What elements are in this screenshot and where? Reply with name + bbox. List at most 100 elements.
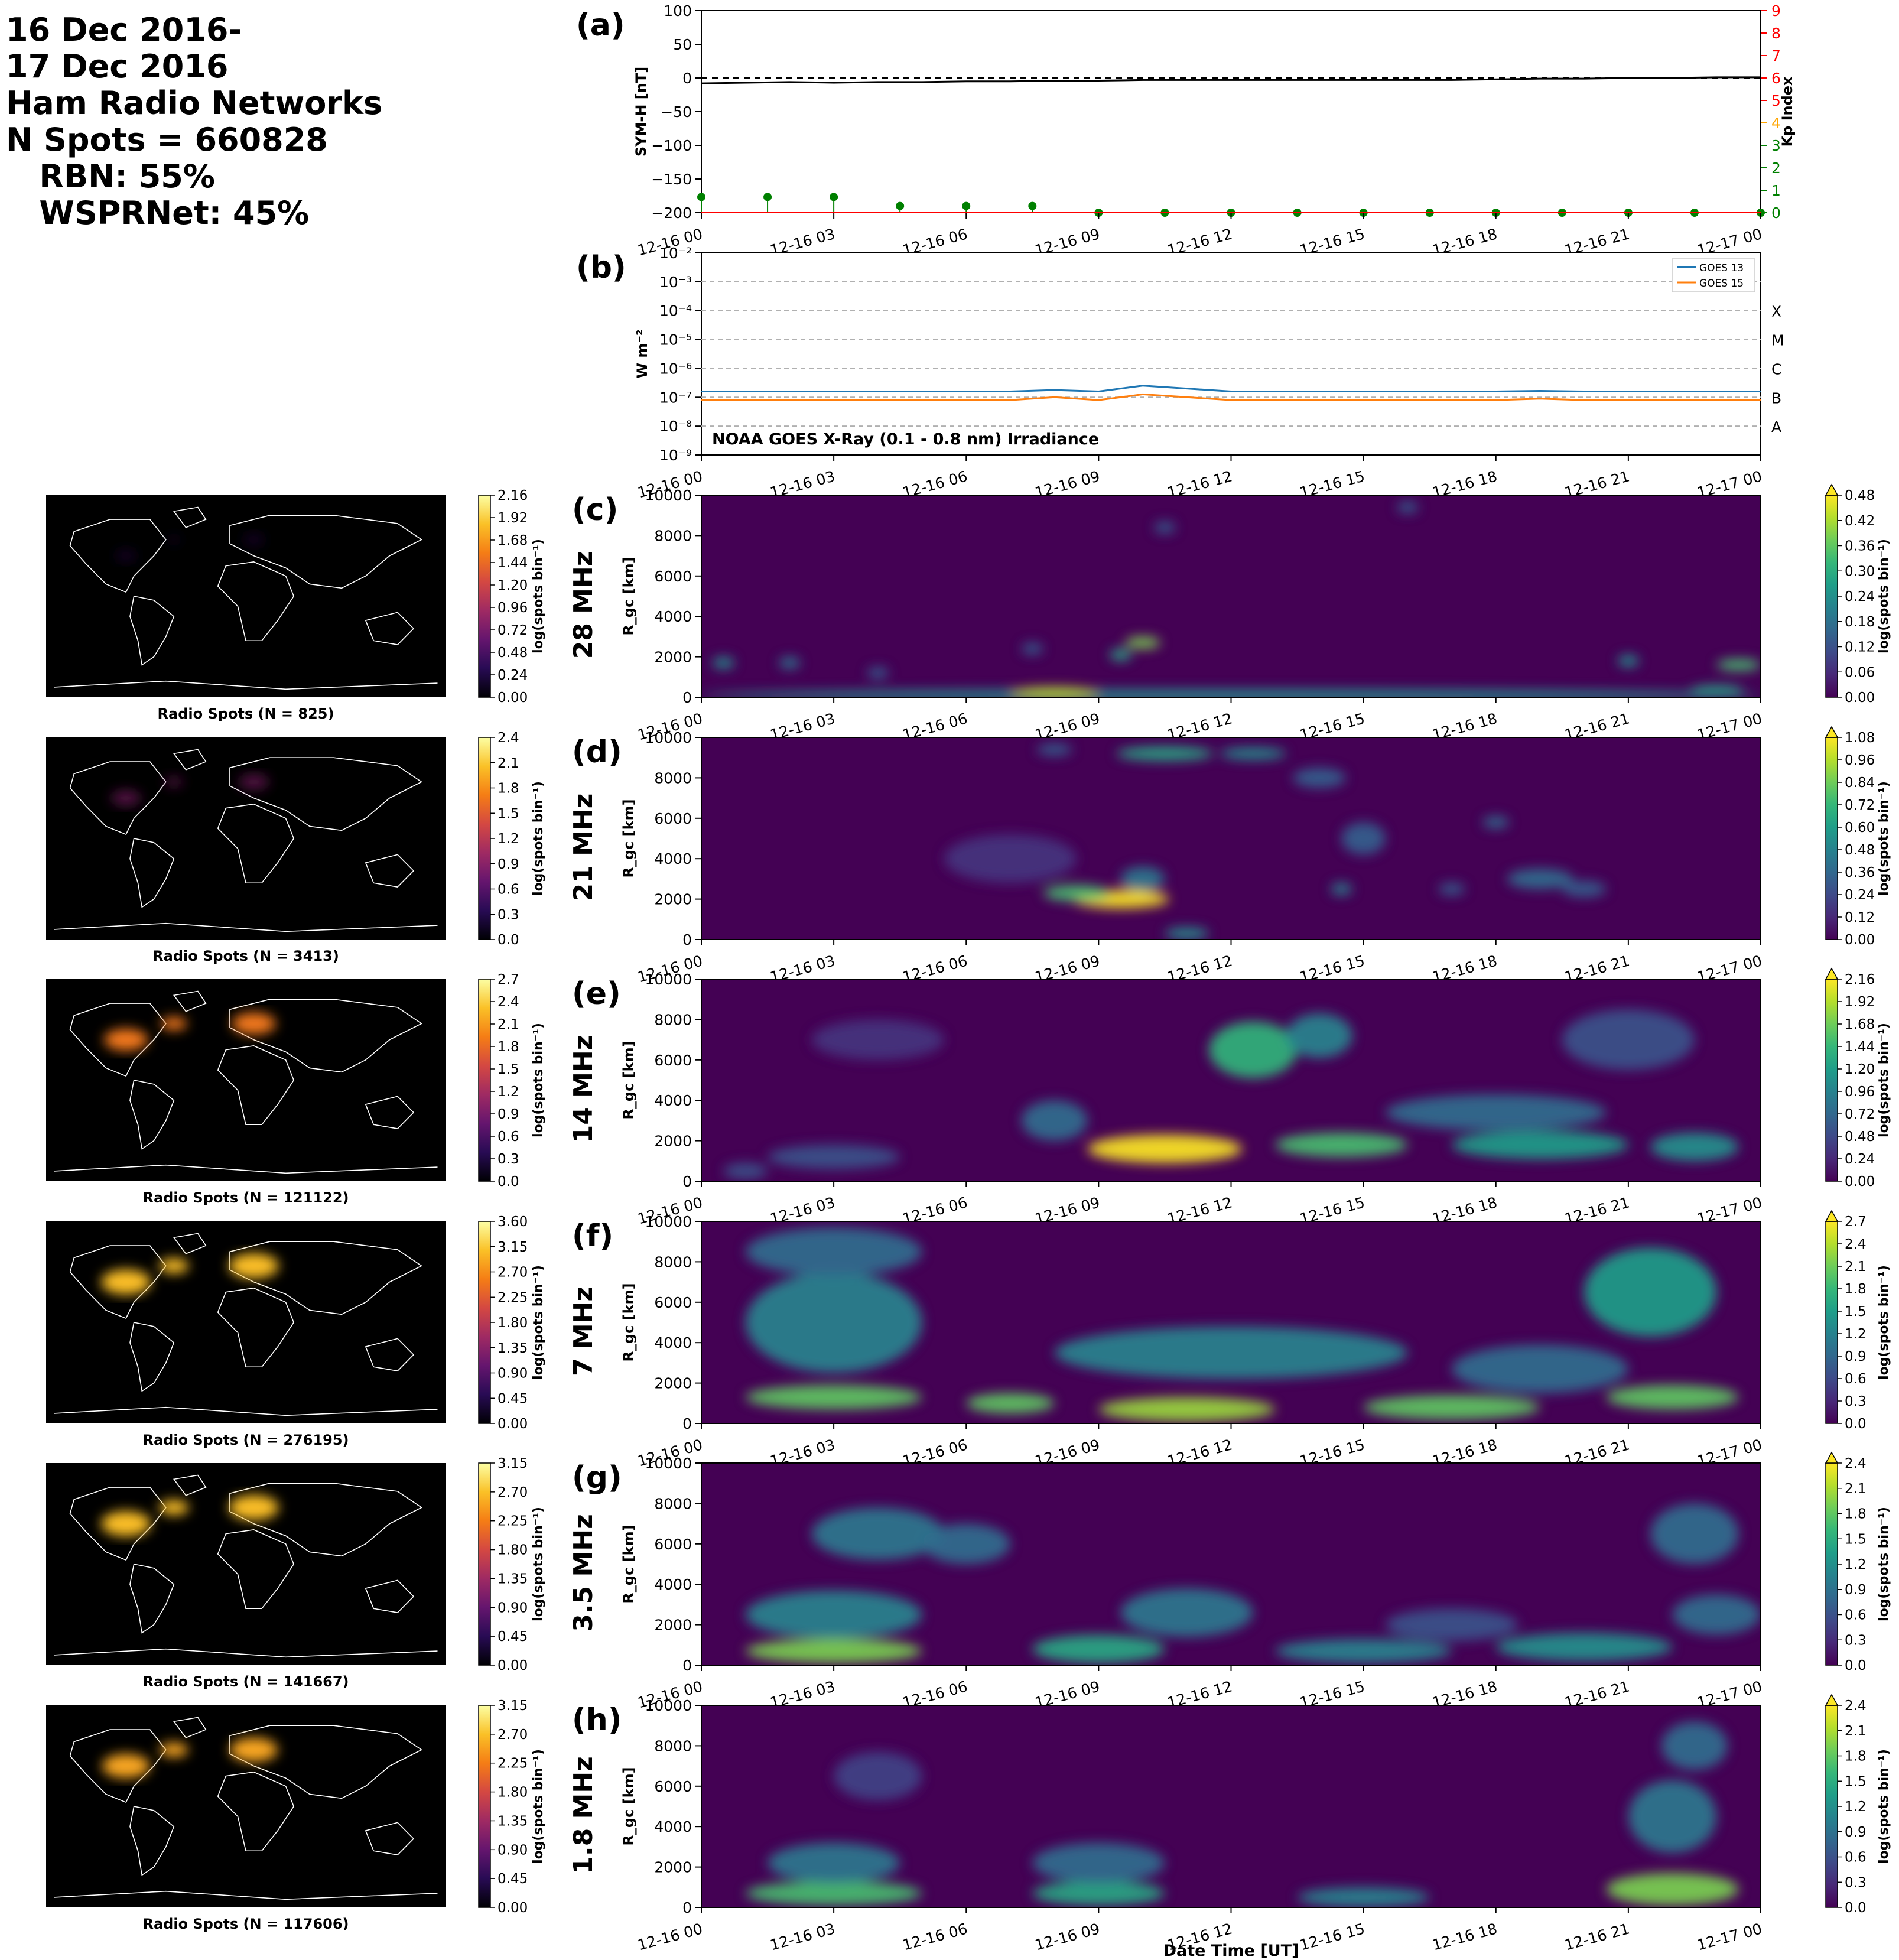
panel-f-map-label: Radio Spots (N = 276195) [142,1432,349,1448]
panel-e-map-hotspot-2 [232,1012,276,1035]
panel-h-map-land-1 [129,1806,175,1876]
panel-h-blob-4 [768,1842,900,1883]
panel-d-band-label: 21 MHz [568,794,599,902]
panel-g-heatmap-blobs [745,1503,1761,1663]
panel-e: (e) 14 MHz R_gc [km] 0 2000 4000 6000 8000 10000… [46,967,1891,1227]
panel-g-ytick-label-0: 0 [682,1657,692,1674]
panel-f-map-hotspot-2 [229,1253,279,1279]
panel-c-map-land-5 [173,506,207,528]
panel-e-map-land-5 [173,990,207,1012]
panel-h-xtick-label-1: 12-16 03 [768,1920,837,1954]
panel-e-blob-1 [1275,1132,1408,1157]
panel-e-map-antarctica [54,1164,438,1174]
panel-a-kp-tick-label-3: 3 [1771,137,1781,154]
panel-f-heatmap-blobs [745,1227,1739,1422]
panel-g-map-land-1 [129,1564,175,1634]
panel-f-ytick-label-4: 8000 [654,1253,692,1270]
panel-f-cbar-extend [1825,1210,1839,1222]
panel-h-xtick-label-3: 12-16 09 [1033,1920,1101,1954]
panel-g: (g) 3.5 MHz R_gc [km] 0 2000 4000 6000 8000 1000… [46,1451,1891,1711]
panel-h-blob-7 [1661,1721,1728,1770]
panel-h-blob-5 [1032,1842,1165,1883]
panel-g-map-cbar-tick-label-0: 0.00 [497,1658,528,1673]
panel-c-map-land-4 [365,612,415,645]
panel-a-kp-point-5 [1028,201,1037,210]
panel-b-ytick-label-6: 10⁻⁸ [659,418,692,435]
panel-c-cbar-tick-label-4: 0.24 [1845,589,1875,604]
panel-d-blob-3 [1220,747,1286,760]
panel-d-ytick-label-3: 6000 [654,810,692,827]
panel-c-ytick-label-5: 10000 [645,487,692,504]
panel-a-kp-point-4 [962,201,971,210]
panel-a-kp-point-2 [830,193,838,201]
panel-f-map-land-3 [229,1241,423,1315]
x-axis-label: Date Time [UT] [1163,1942,1299,1960]
panel-g-cbar-label: log(spots bin⁻¹) [1877,1507,1891,1621]
panel-h-map-land-5 [173,1717,207,1738]
panel-f-cbar [1825,1221,1838,1424]
panel-h-map-cbar-tick-label-4: 1.80 [497,1785,528,1800]
panel-c-blob-5 [1125,636,1160,649]
panel-c-map [46,495,446,697]
panel-e-map-cbar-tick-label-7: 2.1 [497,1017,519,1032]
header-line-2: 17 Dec 2016 [6,48,229,85]
panel-h-map-antarctica [54,1890,438,1900]
panel-c-cbar-tick-label-8: 0.48 [1845,488,1875,503]
panel-c-map-cbar-tick-label-2: 0.48 [497,645,528,661]
panel-h: (h) 1.8 MHz R_gc [km] 0 2000 4000 6000 8000 1000… [46,1694,1891,1954]
panel-d-blob-9 [1482,816,1510,828]
panel-h-ytick-label-0: 0 [682,1899,692,1916]
panel-h-map-hotspot-0 [102,1754,150,1779]
panel-e-blob-3 [1650,1132,1739,1161]
panel-h-cbar-extend [1825,1694,1839,1706]
panel-e-blob-8 [1021,1100,1088,1141]
panel-a-kp-tick-label-5: 5 [1771,92,1781,109]
panel-c-heatmap [701,495,1761,697]
panel-f-map-land-2 [217,1288,295,1368]
panel-c-map-cbar-tick-label-8: 1.92 [497,511,528,526]
panel-f-blob-2 [1363,1395,1540,1420]
panel-g-map-cbar-tick-label-6: 2.70 [497,1485,528,1500]
panel-g-map-cbar [478,1462,491,1666]
panel-h-cbar-tick-label-7: 2.1 [1845,1724,1867,1739]
panel-d-label: (d) [572,734,622,770]
panel-g-map-hotspot-0 [100,1511,151,1536]
panel-c-map-coastlines [54,506,438,690]
panel-e-map-label: Radio Spots (N = 121122) [142,1189,349,1206]
panel-g-map-hotspot-1 [158,1500,189,1516]
panel-b-ytick-label-1: 10⁻³ [659,274,692,291]
panel-b-legend-box [1672,258,1755,292]
panel-g-cbar-tick-label-4: 1.2 [1845,1557,1867,1572]
panel-g-label: (g) [572,1460,622,1496]
panel-f-cbar-tick-label-7: 2.1 [1845,1259,1867,1275]
panel-h-ytick-label-3: 6000 [654,1778,692,1795]
panel-h-map-hotspot-2 [229,1737,278,1762]
panel-h-map-land-2 [217,1772,295,1852]
panel-g-band-label: 3.5 MHz [568,1514,599,1631]
panel-e-map-coastlines [54,990,438,1174]
panel-f-label: (f) [572,1218,613,1254]
panel-c-blob-2 [867,667,889,679]
panel-c-blob-1 [779,656,801,669]
panel-d: (d) 21 MHz R_gc [km] 0 2000 4000 6000 8000 10000… [46,726,1891,986]
panel-d-cbar-tick-label-2: 0.24 [1845,888,1875,903]
panel-c-map-cbar-tick-label-0: 0.00 [497,690,528,706]
panel-c-ylabel: R_gc [km] [620,557,637,635]
panel-c-cbar-tick-label-7: 0.42 [1845,513,1875,529]
panel-e-map-land-2 [217,1045,295,1126]
panel-g-cbar-tick-label-5: 1.5 [1845,1532,1867,1547]
panel-f-map-density [100,1253,279,1295]
panel-f-cbar-tick-label-4: 1.2 [1845,1327,1867,1342]
panel-b-flare-class-A: A [1771,418,1781,435]
panel-d-blob-12 [944,834,1077,883]
panel-d-blob-11 [1165,927,1209,940]
panel-f-cbar-tick-label-2: 0.6 [1845,1371,1867,1387]
panel-d-blob-2 [1116,746,1214,761]
panel-c-map-cbar-tick-label-4: 0.96 [497,600,528,616]
panel-c-map-cbar-tick-label-6: 1.44 [497,555,528,571]
panel-d-map-cbar-tick-label-3: 0.9 [497,857,519,872]
panel-g-blob-4 [745,1590,922,1639]
panel-f-map-cbar-tick-label-6: 2.70 [497,1265,528,1280]
panel-h-xtick-label-7: 12-16 21 [1563,1920,1631,1954]
panel-e-blob-9 [1562,1009,1695,1070]
